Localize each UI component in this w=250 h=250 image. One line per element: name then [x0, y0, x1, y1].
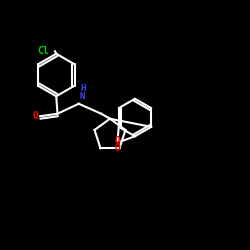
- Text: O: O: [114, 136, 120, 146]
- Text: O: O: [33, 111, 39, 121]
- Text: H
N: H N: [80, 84, 86, 101]
- Text: O: O: [114, 142, 120, 152]
- Text: Cl: Cl: [37, 46, 49, 56]
